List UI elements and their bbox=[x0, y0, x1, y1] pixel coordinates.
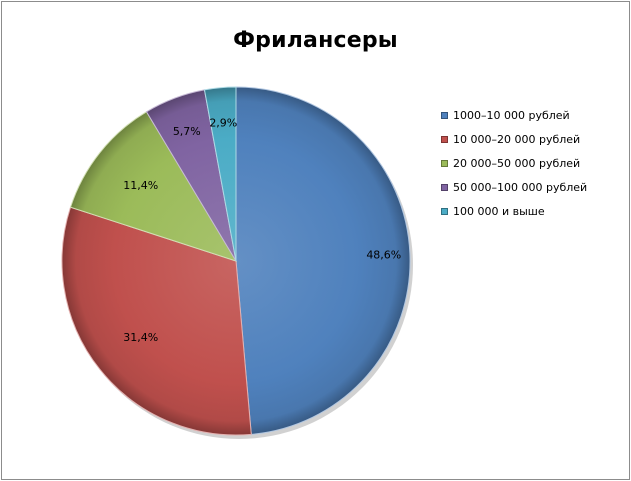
legend-label-100000-plus: 100 000 и выше bbox=[453, 204, 545, 218]
legend-item-100000-plus: 100 000 и выше bbox=[441, 199, 626, 223]
legend-item-20000-50000: 20 000–50 000 рублей bbox=[441, 151, 626, 175]
data-label-20000-50000: 11,4% bbox=[123, 179, 158, 192]
data-label-10000-20000: 31,4% bbox=[123, 331, 158, 344]
data-label-100000-plus: 2,9% bbox=[209, 116, 237, 129]
chart-legend: 1000–10 000 рублей 10 000–20 000 рублей 20… bbox=[441, 103, 626, 223]
pie-slice-1000-10000 bbox=[235, 86, 411, 435]
legend-label-1000-10000: 1000–10 000 рублей bbox=[453, 108, 570, 122]
data-label-1000-10000: 48,6% bbox=[366, 249, 401, 262]
pie-slice-20000-50000 bbox=[69, 111, 238, 262]
legend-swatch-10000-20000 bbox=[441, 135, 448, 143]
legend-swatch-100000-plus bbox=[441, 207, 448, 215]
legend-item-1000-10000: 1000–10 000 рублей bbox=[441, 103, 626, 127]
legend-label-50000-100000: 50 000–100 000 рублей bbox=[453, 180, 588, 194]
legend-swatch-50000-100000 bbox=[441, 183, 448, 191]
pie-slice-10000-20000 bbox=[61, 206, 252, 436]
data-label-50000-100000: 5,7% bbox=[173, 125, 201, 138]
legend-item-10000-20000: 10 000–20 000 рублей bbox=[441, 127, 626, 151]
legend-swatch-20000-50000 bbox=[441, 159, 448, 167]
legend-swatch-1000-10000 bbox=[441, 111, 448, 119]
legend-item-50000-100000: 50 000–100 000 рублей bbox=[441, 175, 626, 199]
chart-title: Фрилансеры bbox=[233, 28, 398, 53]
legend-label-10000-20000: 10 000–20 000 рублей bbox=[453, 132, 581, 146]
legend-label-20000-50000: 20 000–50 000 рублей bbox=[453, 156, 581, 170]
pie-slice-100000-plus bbox=[203, 86, 237, 262]
